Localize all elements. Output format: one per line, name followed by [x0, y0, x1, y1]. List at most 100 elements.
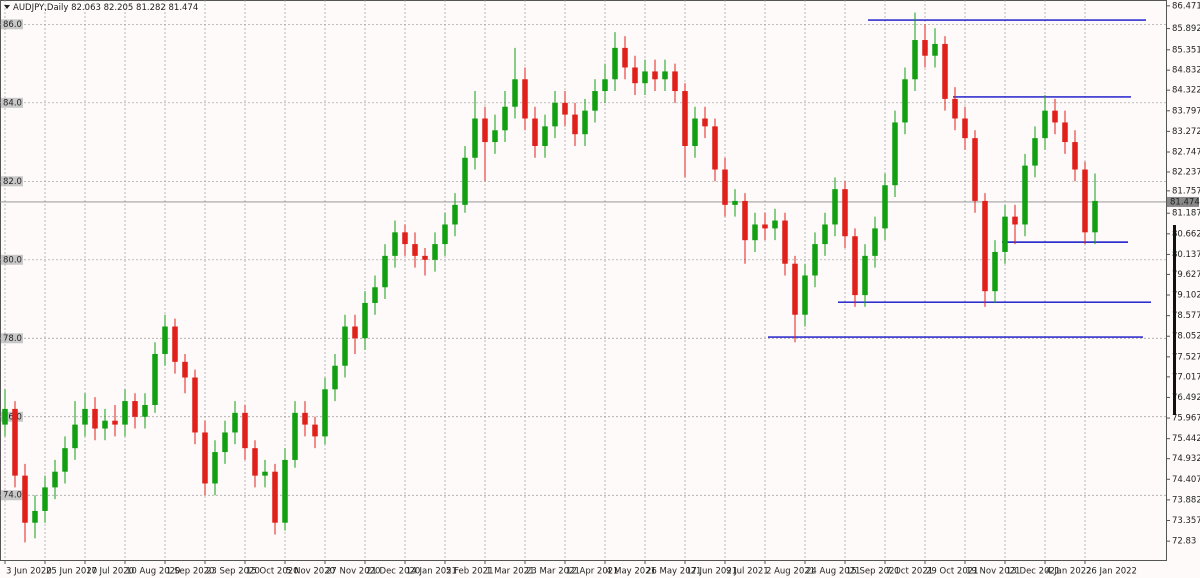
- y-tick-label: 79.627: [1172, 270, 1200, 280]
- candle-body: [292, 412, 298, 460]
- candle-body: [332, 365, 338, 390]
- x-tick-label: 4 Jan 2022: [1046, 567, 1092, 577]
- candle-body: [512, 79, 518, 107]
- candle-body: [222, 432, 228, 453]
- candle-body: [162, 326, 168, 354]
- level-label-box: [1, 333, 23, 344]
- x-tick-label: 15 Sep 2021: [846, 567, 900, 577]
- y-tick-label: 84.832: [1172, 66, 1200, 76]
- candle-body: [1062, 122, 1068, 143]
- x-tick-label: 23 Sep 2020: [206, 567, 260, 577]
- y-tick-label: 79.102: [1172, 291, 1200, 301]
- candle-body: [122, 401, 128, 425]
- y-tick-label: 74.407: [1172, 475, 1200, 485]
- candle-body: [682, 91, 688, 146]
- candle-body: [752, 224, 758, 241]
- candle-body: [112, 420, 118, 425]
- y-tick-label: 82.747: [1172, 147, 1200, 157]
- x-tick-label: 27 Nov 2020: [326, 567, 380, 577]
- header-high: 82.205: [104, 3, 134, 13]
- candle-body: [832, 189, 838, 225]
- candle-body: [552, 102, 558, 127]
- candle-body: [852, 236, 858, 296]
- candle-body: [232, 412, 238, 433]
- candle-body: [432, 244, 438, 260]
- candle-body: [712, 126, 718, 170]
- candle-body: [152, 353, 158, 405]
- candle-body: [972, 138, 978, 201]
- y-tick-label: 77.017: [1172, 372, 1200, 382]
- y-tick-label: 82.237: [1172, 168, 1200, 178]
- levels: [0, 19, 1166, 338]
- candle-body: [62, 448, 68, 472]
- candle-body: [592, 91, 598, 111]
- y-tick-label: 74.932: [1172, 454, 1200, 464]
- candle-body: [1082, 169, 1088, 233]
- y-tick-label: 84.322: [1172, 86, 1200, 96]
- x-tick-label: 17 Jul 2020: [86, 567, 134, 577]
- level-label: 78.0: [3, 334, 22, 344]
- candle-body: [52, 471, 58, 488]
- chart-header: AUDJPY,Daily 82.063 82.205 81.282 81.474: [4, 3, 198, 13]
- candle-body: [792, 263, 798, 315]
- level-label-box: [1, 19, 23, 30]
- candle-body: [102, 420, 108, 429]
- candle-body: [1092, 200, 1098, 233]
- candle-body: [542, 126, 548, 146]
- candle-body: [942, 43, 948, 99]
- x-tick-label: 2 Aug 2021: [766, 567, 815, 577]
- candles: [2, 12, 1098, 543]
- candle-body: [622, 47, 628, 68]
- y-tick-label: 72.83: [1172, 537, 1196, 547]
- candle-body: [242, 412, 248, 449]
- candle-body: [342, 326, 348, 366]
- y-tick-label: 73.357: [1172, 516, 1200, 526]
- candle-body: [872, 228, 878, 256]
- candle-body: [502, 106, 508, 131]
- y-tick-label: 73.882: [1172, 495, 1200, 505]
- candle-body: [532, 118, 538, 146]
- candle-body: [262, 471, 268, 476]
- candle-body: [892, 122, 898, 186]
- candle-body: [902, 79, 908, 123]
- candle-body: [732, 200, 738, 205]
- candle-body: [992, 251, 998, 292]
- header-open: 82.063: [71, 3, 101, 13]
- x-tick-label: 25 Jun 2020: [46, 567, 97, 577]
- candle-body: [1032, 138, 1038, 166]
- y-tick-label: 81.757: [1172, 186, 1200, 196]
- candle-body: [412, 244, 418, 256]
- x-tick-label: 4 May 2021: [606, 567, 656, 577]
- candle-body: [422, 255, 428, 260]
- candle-body: [812, 244, 818, 276]
- y-tick-label: 78.052: [1172, 332, 1200, 342]
- level-label: 82.0: [3, 177, 22, 187]
- candle-body: [652, 71, 658, 80]
- level-label-box: [1, 411, 23, 422]
- candle-body: [182, 361, 188, 378]
- x-tick-label: 29 Oct 2021: [926, 567, 979, 577]
- candle-body: [272, 471, 278, 523]
- candle-body: [482, 118, 488, 143]
- x-tick-label: 21 Dec 2020: [366, 567, 420, 577]
- candle-body: [442, 224, 448, 245]
- candle-body: [322, 389, 328, 437]
- candle-body: [962, 118, 968, 139]
- candle-body: [742, 200, 748, 241]
- y-tick-label: 81.187: [1172, 209, 1200, 219]
- candle-body: [912, 40, 918, 80]
- header-close: 81.474: [169, 3, 199, 13]
- level-label: 74.0: [3, 491, 22, 501]
- candle-body: [882, 185, 888, 229]
- candle-body: [462, 157, 468, 205]
- candle-body: [1052, 110, 1058, 123]
- scroll-marker: [1173, 225, 1176, 415]
- candle-body: [632, 67, 638, 84]
- y-tick-label: 75.442: [1172, 434, 1200, 444]
- x-tick-label: 17 Jun 2021: [686, 567, 737, 577]
- candle-body: [392, 232, 398, 256]
- price-label: 81.474: [1170, 197, 1200, 207]
